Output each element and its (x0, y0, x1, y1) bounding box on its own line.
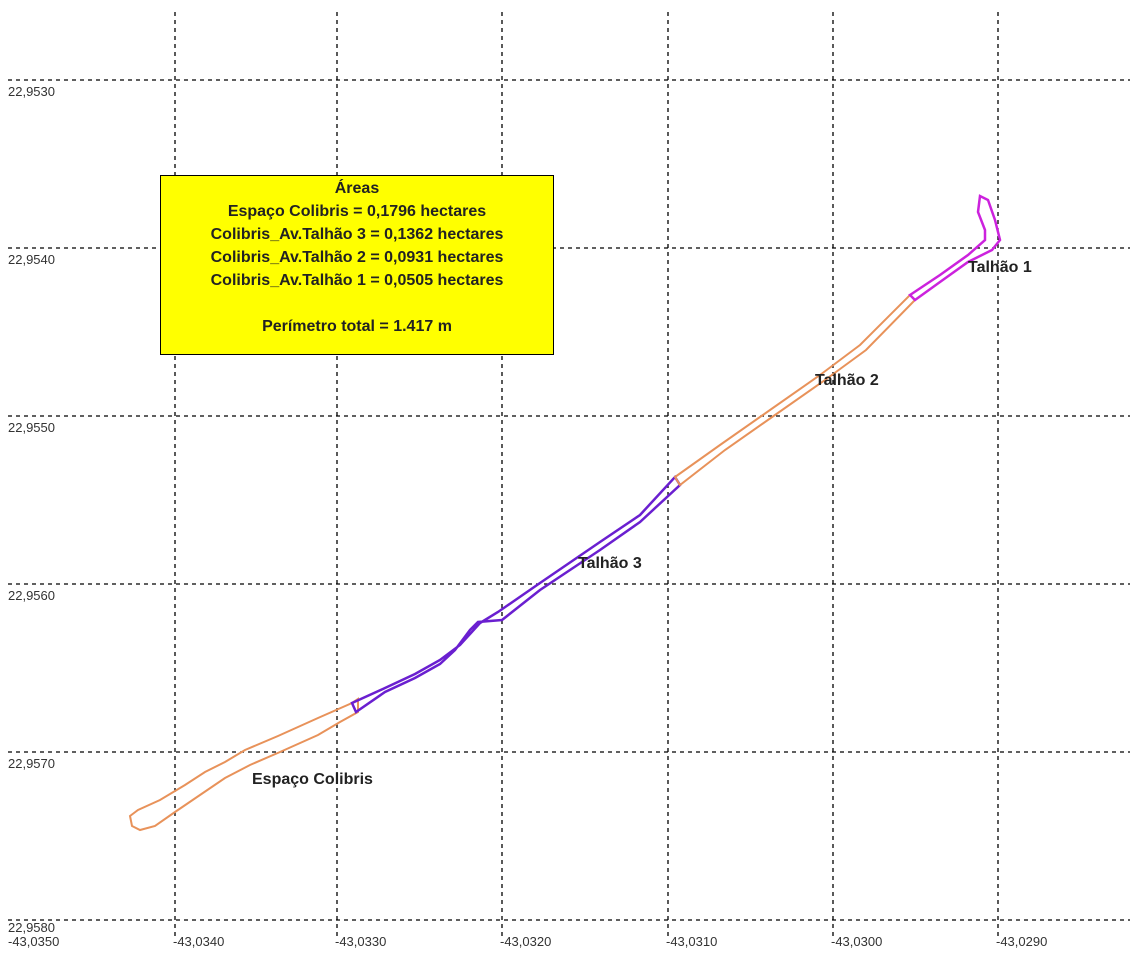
talhao-2-polygon (673, 293, 917, 487)
x-tick-label: -43,0330 (335, 934, 386, 949)
label-talhao-3: Talhão 3 (578, 555, 642, 572)
areas-info-box: Áreas Espaço Colibris = 0,1796 hectares … (160, 175, 554, 355)
areas-title: Áreas (334, 180, 380, 197)
y-tick-label: 22,9570 (8, 756, 55, 771)
talhao-1-polygon (908, 194, 1002, 302)
x-tick-label: -43,0290 (996, 934, 1047, 949)
y-tick-label: 22,9580 (8, 920, 55, 935)
x-tick-label: -43,0320 (500, 934, 551, 949)
label-talhao-1: Talhão 1 (968, 259, 1032, 276)
area-line-talhao-3: Colibris_Av.Talhão 3 = 0,1362 hectares (210, 226, 504, 243)
label-espaco-colibris: Espaço Colibris (252, 771, 373, 788)
area-line-talhao-2: Colibris_Av.Talhão 2 = 0,0931 hectares (210, 249, 504, 266)
y-tick-label: 22,9530 (8, 84, 55, 99)
y-tick-label: 22,9560 (8, 588, 55, 603)
area-line-espaco-colibris: Espaço Colibris = 0,1796 hectares (227, 203, 487, 220)
x-tick-label: -43,0300 (831, 934, 882, 949)
y-tick-label: 22,9540 (8, 252, 55, 267)
axis-tick-labels: -43,0350 -43,0340 -43,0330 -43,0320 -43,0310… (8, 84, 1047, 949)
y-tick-label: 22,9550 (8, 420, 55, 435)
grid-lines (8, 12, 1130, 940)
perimeter-total: Perímetro total = 1.417 m (262, 318, 452, 335)
espaco-colibris-polygon (128, 697, 359, 832)
x-tick-label: -43,0340 (173, 934, 224, 949)
x-tick-label: -43,0310 (666, 934, 717, 949)
x-tick-label: -43,0350 (8, 934, 59, 949)
spacer (161, 292, 553, 315)
label-talhao-2: Talhão 2 (815, 372, 879, 389)
area-line-talhao-1: Colibris_Av.Talhão 1 = 0,0505 hectares (210, 272, 504, 289)
talhao-3-polygon (350, 474, 682, 714)
